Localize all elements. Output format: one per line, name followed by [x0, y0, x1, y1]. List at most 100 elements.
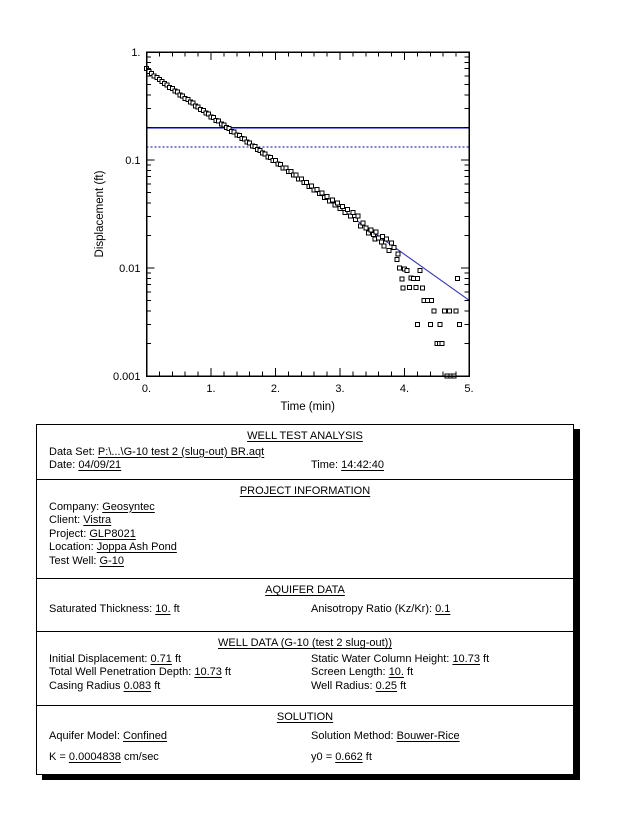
x-tick-label: 2.: [271, 383, 280, 395]
aquifer-model-label: Aquifer Model:: [49, 729, 120, 742]
data-point-marker: [309, 183, 315, 189]
displacement-vs-time-chart: 0. 1. 2. 3. 4. 5. 1. 0.1 0.01 0.001 Time (min) Disp…: [94, 47, 474, 413]
data-point-marker: [381, 243, 387, 249]
data-point-marker: [262, 151, 268, 157]
x-tick-label: 4.: [400, 383, 409, 395]
section-well-data: WELL DATA (G-10 (test 2 slug-out)) Initi…: [37, 631, 573, 705]
project-value: GLP8021: [89, 527, 136, 540]
data-point-marker: [358, 223, 364, 229]
data-point-marker: [363, 225, 369, 231]
section-title-project-information: PROJECT INFORMATION: [239, 485, 371, 497]
time-cell: Time: 14:42:40: [311, 459, 561, 473]
equals-sign: =: [325, 751, 333, 763]
screen-length-label: Screen Length:: [311, 666, 386, 678]
data-point-marker: [149, 70, 155, 76]
data-point-marker: [453, 308, 459, 314]
data-point-marker: [319, 190, 325, 196]
data-point-marker: [340, 203, 346, 209]
section-aquifer-data: AQUIFER DATA Saturated Thickness: 10. ft…: [37, 578, 573, 631]
casing-radius-cell: Casing Radius 0.083 ft: [49, 679, 161, 692]
data-point-marker: [252, 144, 258, 150]
hydraulic-conductivity-label: K: [49, 751, 57, 763]
screen-length-cell: Screen Length: 10. ft: [311, 666, 414, 678]
solution-method-cell: Solution Method: Bouwer-Rice: [311, 730, 561, 744]
well-test-analysis-box: WELL TEST ANALYSIS Data Set: P:\...\G-10…: [36, 424, 574, 775]
y0-value: 0.662: [335, 751, 363, 763]
data-point-marker: [389, 240, 395, 246]
section-solution: SOLUTION Aquifer Model: Confined Solutio…: [37, 705, 573, 825]
date-cell: Date: 04/09/21: [49, 459, 311, 473]
client-label: Client:: [49, 514, 81, 526]
test-well-value: G-10: [99, 554, 125, 567]
well-radius-cell: Well Radius: 0.25 ft: [311, 679, 407, 692]
data-point-marker: [169, 86, 175, 92]
data-point-marker: [257, 147, 263, 153]
x-tick-label: 5.: [464, 383, 473, 395]
data-point-marker: [267, 154, 273, 160]
data-point-marker: [314, 187, 320, 193]
solution-method-value: Bouwer-Rice: [396, 729, 460, 742]
data-point-marker: [413, 284, 419, 290]
equals-sign: =: [59, 751, 66, 763]
saturated-thickness-label: Saturated Thickness:: [49, 602, 153, 615]
y0-cell: y0 = 0.662 ft: [311, 751, 372, 763]
aquifer-model-value: Confined: [123, 729, 168, 742]
data-point-marker: [231, 129, 237, 135]
casing-radius-label: Casing Radius: [49, 679, 121, 692]
x-tick-label: 1.: [206, 383, 215, 395]
total-well-penetration-depth-cell: Total Well Penetration Depth: 10.73 ft: [49, 666, 232, 678]
data-point-marker: [404, 267, 410, 273]
y-tick-label: 0.01: [119, 263, 140, 275]
data-point-marker: [456, 321, 462, 327]
y-tick-label: 0.1: [125, 155, 140, 167]
section-title-solution: SOLUTION: [276, 711, 334, 723]
y-tick-label: 0.001: [113, 371, 141, 383]
company-row: Company: Geosyntec: [49, 501, 561, 515]
data-point-marker: [288, 169, 294, 175]
data-point-marker: [329, 197, 335, 203]
data-set-row: Data Set: P:\...\G-10 test 2 (slug-out) …: [49, 446, 561, 460]
section-title-well-data: WELL DATA (G-10 (test 2 slug-out)): [217, 637, 392, 649]
date-time-row: Date: 04/09/21 Time: 14:42:40: [49, 459, 561, 473]
data-point-marker: [352, 217, 358, 223]
y0-label: y0: [311, 751, 323, 763]
casing-radius-value: 0.083: [123, 679, 152, 692]
section-project-information: PROJECT INFORMATION Company: Geosyntec C…: [37, 479, 573, 578]
data-point-marker: [180, 93, 186, 99]
saturated-thickness-value: 10.: [155, 602, 171, 615]
data-point-marker: [368, 227, 374, 233]
static-water-column-height-label: Static Water Column Height:: [311, 652, 450, 665]
data-point-marker: [400, 285, 406, 291]
data-point-marker: [293, 172, 299, 178]
test-well-label: Test Well:: [49, 554, 97, 567]
saturated-thickness-cell: Saturated Thickness: 10. ft: [49, 603, 311, 617]
data-point-marker: [394, 256, 400, 262]
well-data-row-3: Casing Radius 0.083 ft Well Radius: 0.25…: [49, 680, 561, 694]
client-value: Vistra: [83, 514, 112, 526]
data-point-marker: [211, 115, 217, 121]
section-title-well-test-analysis: WELL TEST ANALYSIS: [247, 430, 363, 442]
data-point-marker: [200, 107, 206, 113]
project-row: Project: GLP8021: [49, 528, 561, 542]
static-water-column-height-value: 10.73: [452, 652, 480, 665]
data-point-marker: [324, 194, 330, 200]
initial-displacement-value: 0.71: [150, 652, 172, 665]
data-point-marker: [226, 125, 232, 131]
data-point-marker: [441, 308, 447, 314]
data-point-marker: [174, 89, 180, 95]
data-set-label: Data Set:: [49, 445, 95, 458]
data-point-marker: [454, 275, 460, 281]
data-point-marker: [395, 251, 401, 257]
aquifer-model-cell: Aquifer Model: Confined: [49, 730, 311, 744]
data-point-marker: [247, 140, 253, 146]
data-point-marker: [216, 118, 222, 124]
data-point-marker: [427, 321, 433, 327]
section-well-test-analysis: WELL TEST ANALYSIS Data Set: P:\...\G-10…: [37, 425, 573, 479]
data-point-marker: [420, 285, 426, 291]
data-point-marker: [221, 122, 227, 128]
data-set-value: P:\...\G-10 test 2 (slug-out) BR.aqt: [97, 445, 265, 458]
data-point-marker: [347, 213, 353, 219]
data-point-marker: [273, 158, 278, 164]
location-value: Joppa Ash Pond: [96, 541, 177, 553]
x-axis-title: Time (min): [280, 401, 335, 413]
